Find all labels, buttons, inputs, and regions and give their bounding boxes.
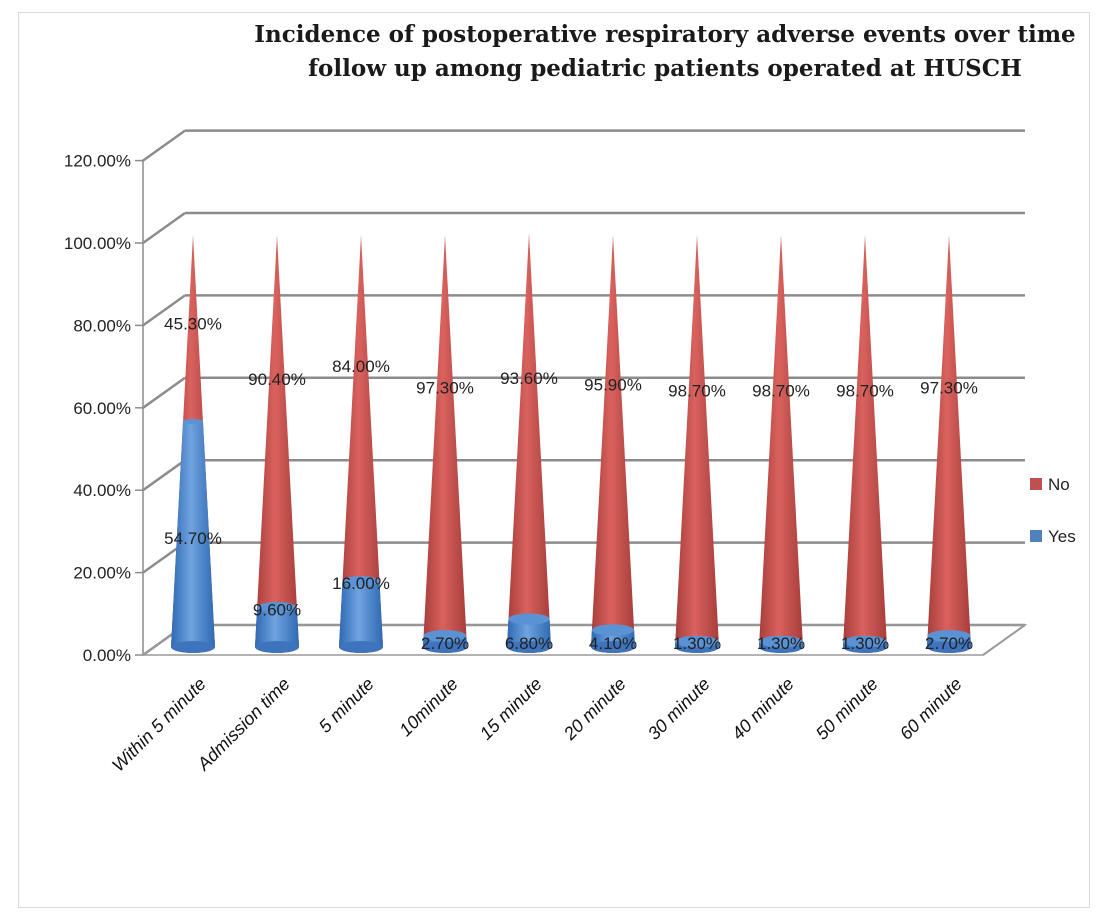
data-label-yes: 16.00% (332, 574, 390, 593)
bar-no (255, 235, 299, 647)
y-tick-label: 20.00% (73, 564, 131, 583)
bar-no (423, 235, 467, 647)
data-label-no: 97.30% (416, 378, 474, 397)
y-tick-label: 0.00% (83, 646, 131, 665)
legend-label-no: No (1048, 475, 1070, 494)
data-label-no: 90.40% (248, 370, 306, 389)
x-tick-label: 50 minute (812, 674, 882, 744)
bar-no (675, 235, 719, 647)
x-tick-label: 20 minute (559, 674, 630, 745)
bar-yes-top (508, 613, 550, 625)
bar-yes-top (927, 630, 971, 642)
bar-yes-top (675, 635, 719, 648)
bar-yes-top (591, 624, 635, 636)
chart-title: Incidence of postoperative respiratory a… (254, 21, 1076, 82)
bar-yes-base (591, 641, 635, 653)
gridline-depth (142, 129, 186, 162)
bar-yes-top (423, 630, 467, 642)
gridline-depth (142, 376, 186, 409)
bar-yes-base (339, 641, 383, 653)
data-label-yes: 1.30% (757, 634, 805, 653)
data-label-no: 98.70% (836, 381, 894, 400)
legend-label-yes: Yes (1048, 527, 1076, 546)
y-tick-label: 80.00% (73, 316, 131, 335)
bar-yes-base (423, 641, 467, 653)
bar-yes-top (843, 635, 887, 648)
legend-swatch-yes (1030, 530, 1042, 542)
bar-no (927, 235, 971, 647)
x-tick-label: 40 minute (728, 674, 798, 744)
bar-yes-base (255, 641, 299, 653)
y-tick-label: 120.00% (64, 152, 131, 171)
data-label-no: 93.60% (500, 369, 558, 388)
y-tick-label: 60.00% (73, 399, 131, 418)
data-label-yes: 2.70% (421, 634, 469, 653)
bar-yes-top (257, 602, 297, 613)
bar-no (507, 233, 551, 648)
data-label-yes: 2.70% (925, 634, 973, 653)
gridline-depth (142, 211, 186, 245)
bar-yes (507, 618, 551, 647)
bar-no (843, 235, 887, 647)
data-label-no: 84.00% (332, 357, 390, 376)
data-label-yes: 9.60% (253, 600, 301, 619)
data-label-yes: 54.70% (164, 529, 222, 548)
data-label-no: 45.30% (164, 315, 222, 334)
bar-yes-base (507, 641, 551, 653)
data-label-yes: 1.30% (841, 634, 889, 653)
x-tick-label: 60 minute (896, 674, 966, 744)
bar-yes (255, 607, 299, 647)
y-tick-label: 100.00% (64, 234, 131, 253)
x-tick-label: 10minute (395, 674, 462, 741)
gridline-depth (142, 459, 186, 492)
bar-yes-top (342, 576, 380, 587)
data-label-no: 98.70% (752, 381, 810, 400)
gridline-depth (142, 294, 186, 327)
data-label-yes: 1.30% (673, 634, 721, 653)
bar-yes-base (171, 641, 215, 653)
bar-no (339, 235, 383, 647)
data-label-yes: 4.10% (589, 634, 637, 653)
floor-edge (982, 624, 1026, 656)
data-label-no: 95.90% (584, 376, 642, 395)
legend-swatch-no (1030, 478, 1042, 490)
bar-yes (339, 581, 383, 647)
data-label-yes: 6.80% (505, 634, 553, 653)
data-label-no: 98.70% (668, 381, 726, 400)
y-tick-label: 40.00% (73, 481, 131, 500)
data-label-no: 97.30% (920, 378, 978, 397)
bar-yes-base (927, 641, 971, 653)
bar-yes-top (759, 635, 803, 648)
bar-no (591, 235, 635, 647)
x-tick-label: 15 minute (476, 674, 546, 744)
bar-no (759, 235, 803, 647)
x-tick-label: 5 minute (315, 674, 378, 737)
bar-yes-top (183, 418, 203, 425)
bar-yes (171, 421, 215, 647)
x-tick-label: 30 minute (644, 674, 714, 744)
